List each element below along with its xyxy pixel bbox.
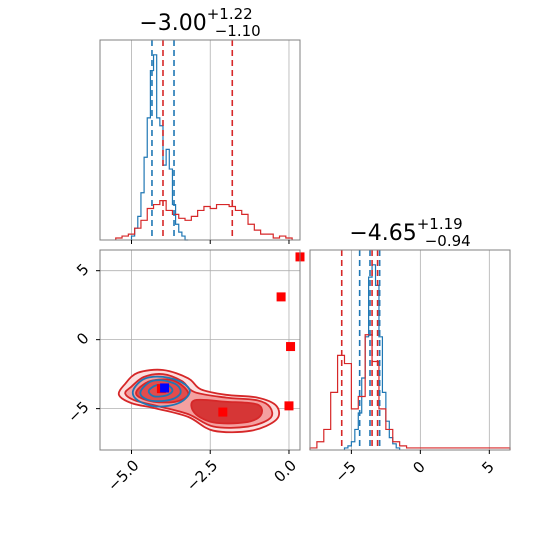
square-marker — [218, 407, 228, 417]
x-ticks — [130, 240, 290, 244]
histogram-line — [115, 199, 293, 240]
panel-title: −3.00+1.22 −1.10 — [139, 5, 260, 40]
title-median: −3.00 — [139, 11, 206, 36]
title-minus: −0.94 — [425, 232, 471, 250]
x-ticks — [350, 450, 490, 454]
title-minus: −1.10 — [215, 22, 261, 40]
histogram-line — [130, 54, 189, 241]
contour-level — [139, 379, 182, 403]
title-plus: +1.19 — [417, 215, 463, 233]
axes-frame — [309, 249, 511, 451]
title-median: −4.65 — [349, 221, 416, 246]
square-marker — [286, 342, 296, 352]
marginal-histogram-param1: −3.00+1.22 −1.10 — [99, 5, 301, 244]
square-marker — [160, 383, 170, 393]
histogram-series — [115, 54, 293, 241]
contour-level — [131, 375, 191, 408]
axis-ticks — [96, 270, 290, 454]
contour-level — [147, 383, 174, 398]
quantile-lines — [340, 250, 381, 450]
square-marker — [276, 292, 286, 302]
panel-title: −4.65+1.19 −0.94 — [349, 215, 470, 250]
axes-frame — [99, 39, 301, 241]
axes-frame — [99, 249, 301, 451]
square-marker — [284, 401, 294, 411]
title-plus: +1.22 — [207, 5, 253, 23]
quantile-lines — [151, 40, 234, 240]
gridlines — [350, 250, 490, 450]
histogram-line — [309, 334, 511, 450]
